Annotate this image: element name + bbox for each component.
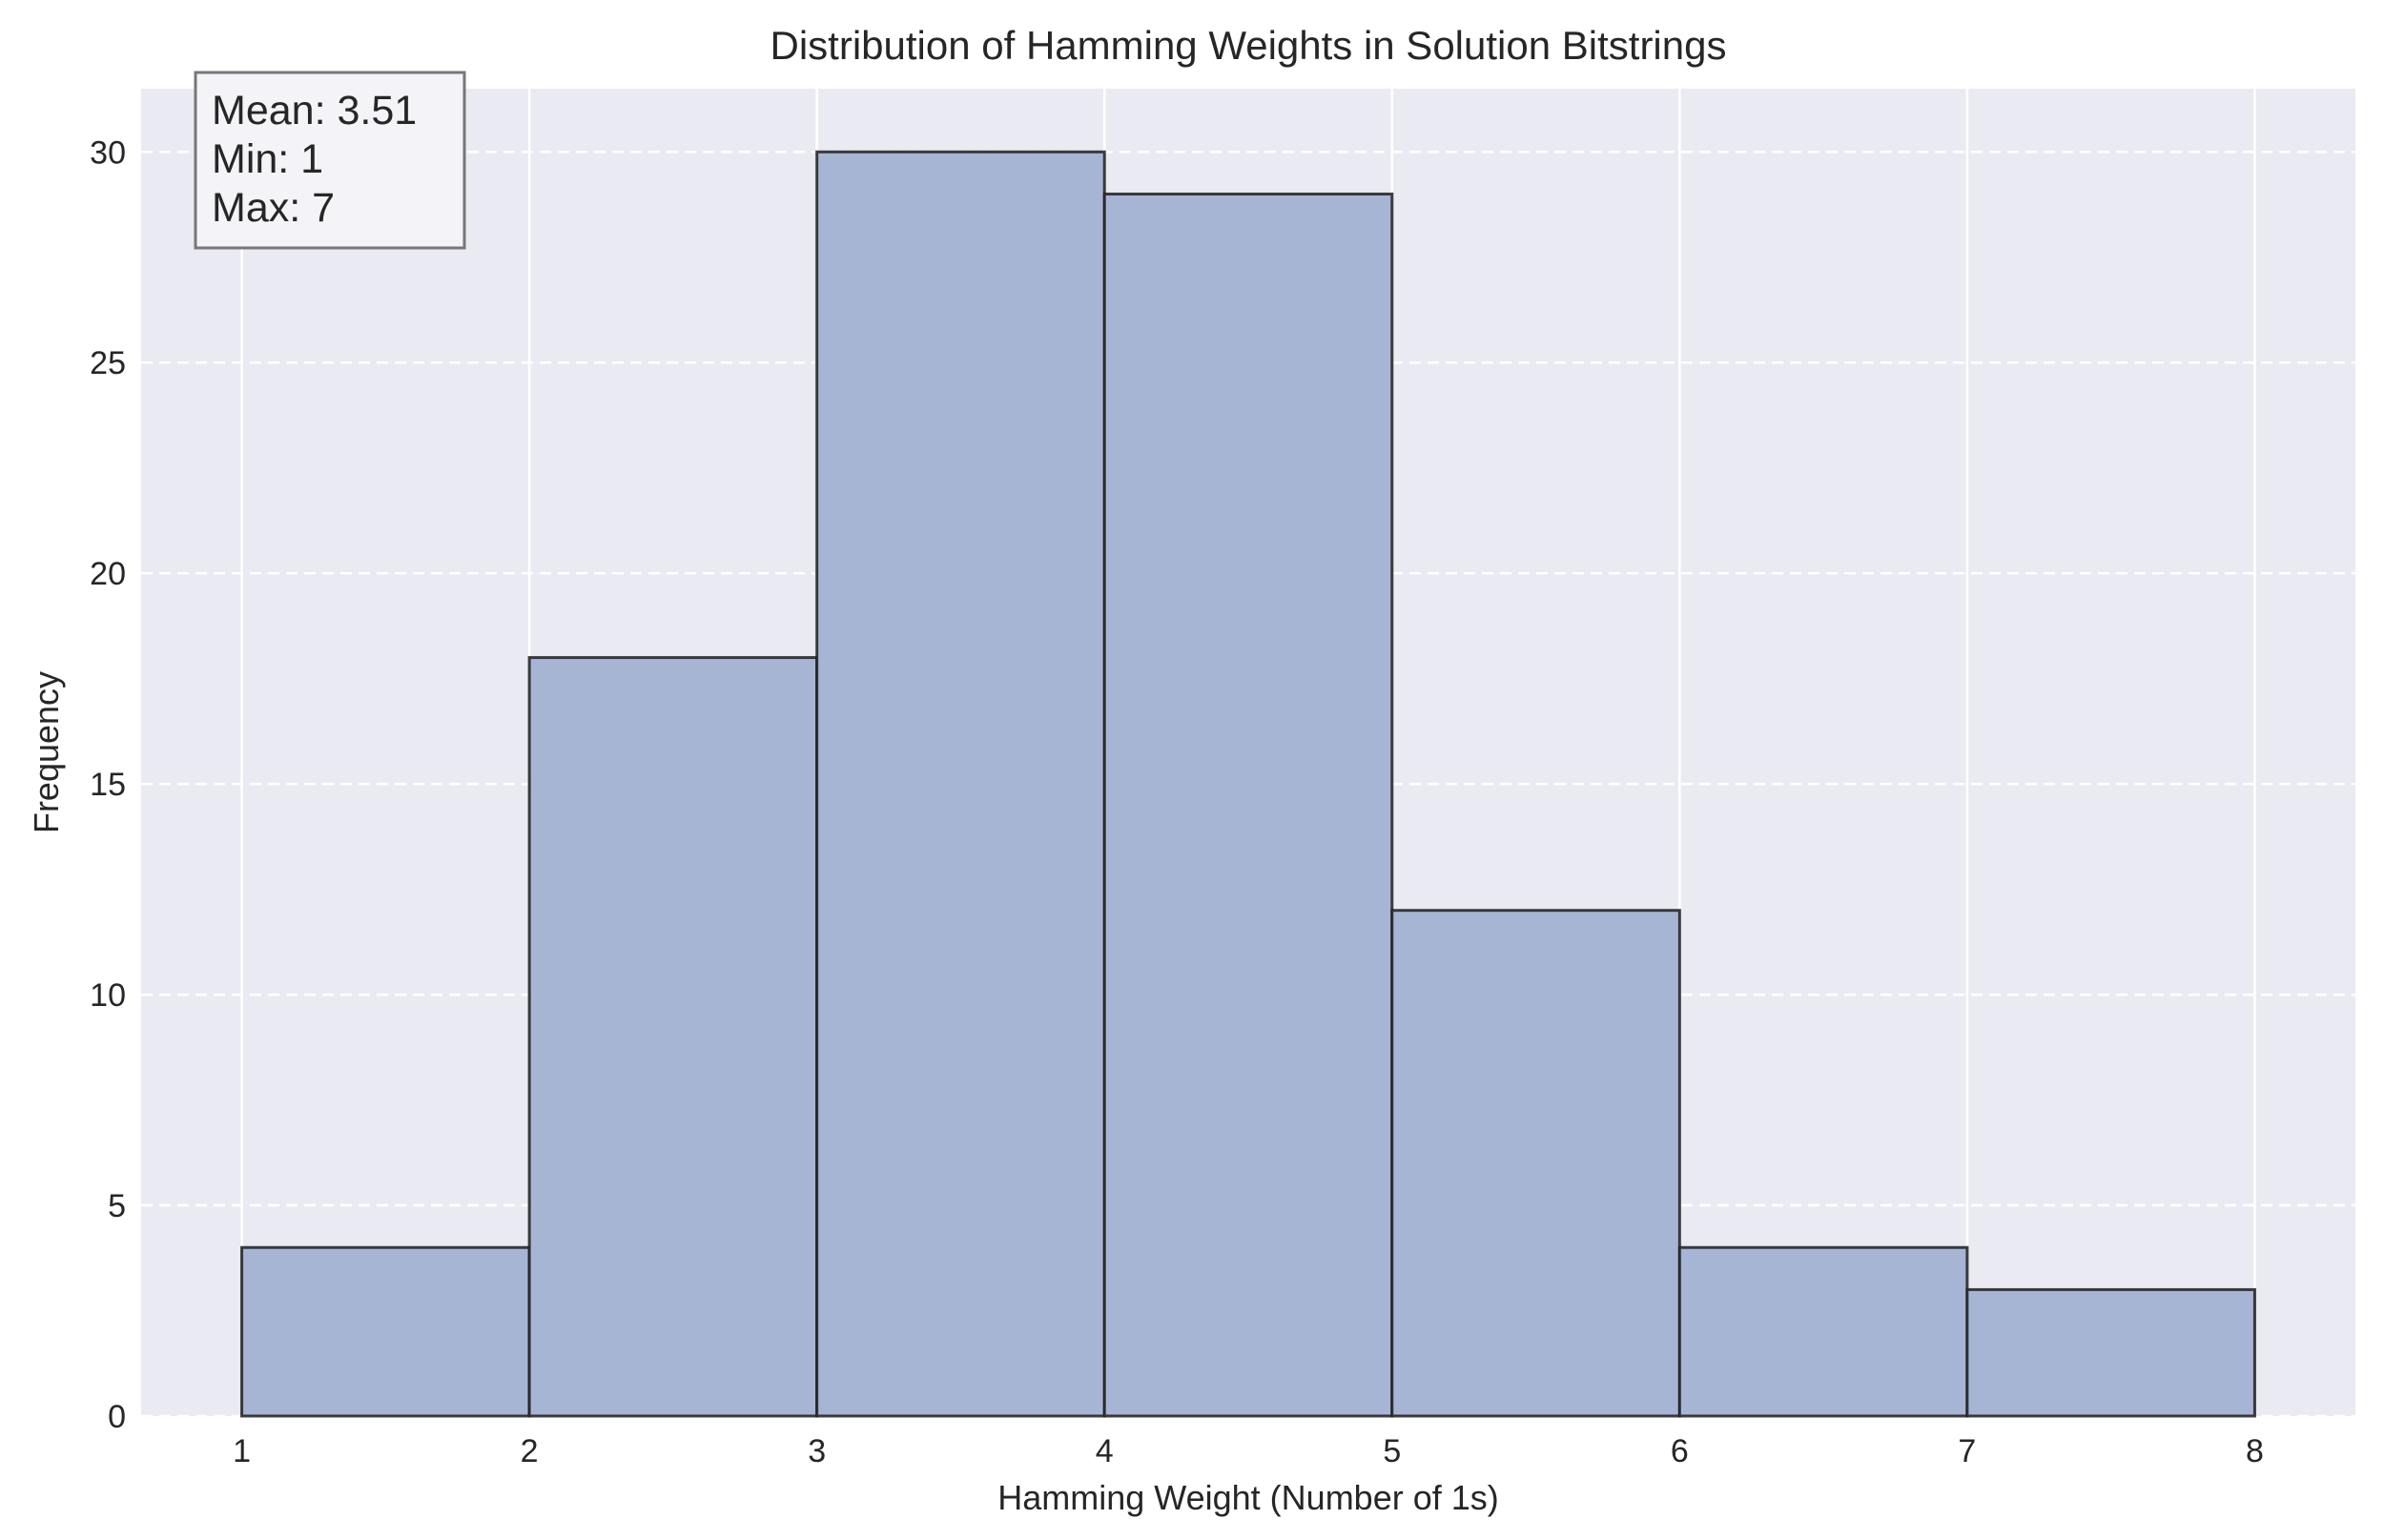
histogram-bar-5-6 <box>1390 909 1681 1418</box>
histogram-bar-6-7 <box>1677 1245 1969 1418</box>
x-tick-label-1: 1 <box>233 1433 251 1469</box>
y-tick-label-25: 25 <box>90 345 126 381</box>
y-tick-label-0: 0 <box>108 1399 126 1435</box>
x-tick-label-6: 6 <box>1671 1433 1689 1469</box>
ticks-layer: 1 2 3 4 5 6 7 8 0 5 10 15 20 25 30 <box>90 134 2264 1469</box>
chart-title: Distribution of Hamming Weights in Solut… <box>771 23 1727 68</box>
stats-min: Min: 1 <box>212 136 323 182</box>
stats-max: Max: 7 <box>212 185 335 231</box>
y-tick-label-10: 10 <box>90 977 126 1014</box>
x-axis-label: Hamming Weight (Number of 1s) <box>997 1478 1499 1517</box>
x-tick-label-2: 2 <box>521 1433 539 1469</box>
histogram-bar-1-2 <box>240 1245 531 1418</box>
y-tick-label-5: 5 <box>108 1188 126 1224</box>
stats-annotation-box: Mean: 3.51 Min: 1 Max: 7 <box>194 71 466 250</box>
bars-layer <box>240 150 2256 1418</box>
y-tick-label-30: 30 <box>90 134 126 171</box>
stats-box-frame <box>194 71 466 250</box>
histogram-bar-7-8 <box>1965 1287 2256 1418</box>
y-tick-label-20: 20 <box>90 556 126 592</box>
x-tick-label-7: 7 <box>1958 1433 1976 1469</box>
x-tick-label-3: 3 <box>808 1433 826 1469</box>
y-tick-label-15: 15 <box>90 767 126 803</box>
y-axis-label: Frequency <box>27 671 66 833</box>
histogram-bar-4-5 <box>1102 192 1394 1418</box>
histogram-bar-2-3 <box>527 656 819 1418</box>
histogram-bar-3-4 <box>815 150 1106 1418</box>
x-tick-label-8: 8 <box>2246 1433 2264 1469</box>
x-tick-label-4: 4 <box>1096 1433 1114 1469</box>
x-tick-label-5: 5 <box>1383 1433 1401 1469</box>
stats-mean: Mean: 3.51 <box>212 88 417 133</box>
